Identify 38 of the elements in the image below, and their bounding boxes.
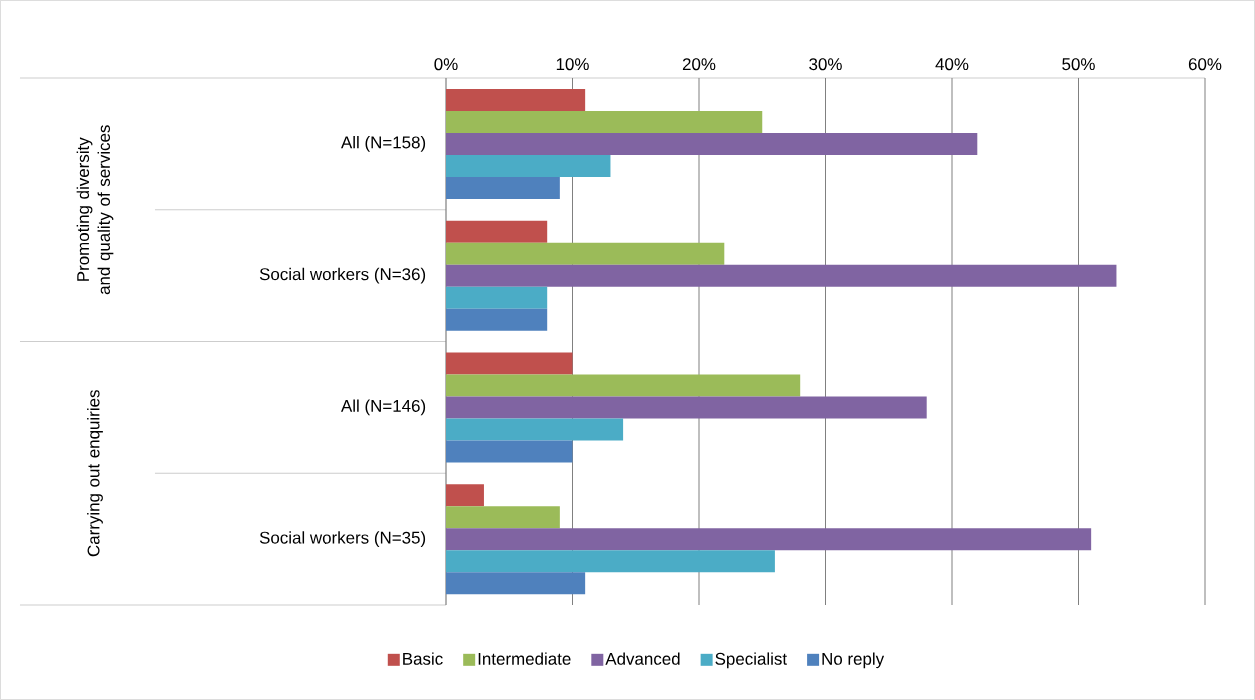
bar [446,308,548,331]
y-tick-label: All (N=158) [341,136,426,152]
y-tick-label: All (N=146) [341,399,426,416]
bar [446,264,1117,287]
legend-label: Basic [403,652,443,665]
bar [446,88,586,111]
legend-label: Advanced [605,652,680,665]
y-tick-label: Social workers (N=36) [259,267,426,284]
bar [446,242,725,265]
bar [446,176,560,199]
x-tick-label: 20% [682,58,716,71]
bar [446,220,548,243]
text: Promoting diversity and quality of services [76,125,114,295]
legend-label: Intermediate [478,652,571,665]
bar [446,374,801,397]
y-tick-label: Social workers (N=35) [259,531,426,548]
bar [446,286,548,309]
bar [446,506,560,529]
legend-label: Specialist [715,652,787,669]
x-tick-label: 50% [1062,58,1095,71]
x-tick-label: 30% [809,58,842,71]
bar [446,154,611,177]
x-tick-label: 0% [434,58,458,71]
x-tick-label: 10% [556,58,589,71]
bar [446,396,927,419]
bar [446,550,775,573]
legend-label: No reply [822,652,885,669]
text: Carrying out enquiries [87,390,103,557]
bar [446,132,978,155]
bar [446,110,763,133]
x-tick-label: 40% [935,58,969,71]
bar [446,352,573,375]
bar [446,484,484,507]
x-tick-label: 60% [1188,58,1222,71]
bar [446,572,586,595]
bar [446,440,573,463]
bar [446,528,1092,551]
bar [446,418,624,441]
